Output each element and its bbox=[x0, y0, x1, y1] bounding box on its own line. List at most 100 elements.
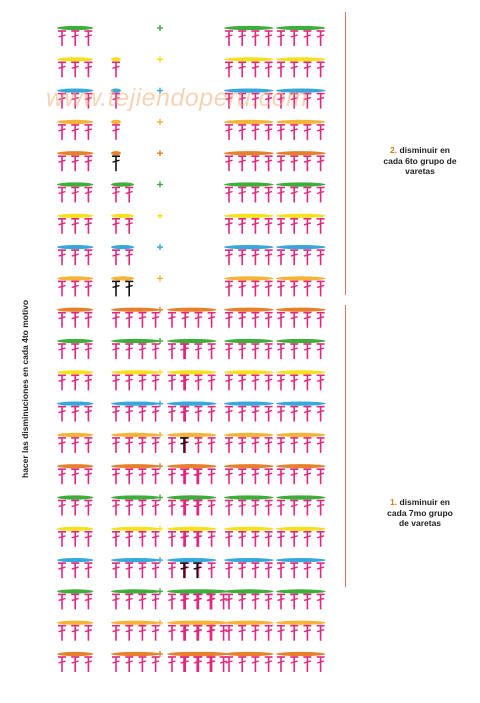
chain-mark bbox=[224, 57, 274, 62]
chain-mark bbox=[111, 307, 161, 312]
double-crochet-stitch bbox=[264, 499, 273, 516]
chain-mark bbox=[56, 276, 94, 281]
double-crochet-stitch bbox=[264, 155, 273, 172]
chain-mark bbox=[224, 307, 274, 312]
double-crochet-stitch bbox=[316, 218, 325, 234]
chain-mark bbox=[224, 589, 274, 594]
double-crochet-stitch bbox=[168, 624, 176, 641]
double-crochet-stitch bbox=[125, 186, 134, 203]
slip-stitch-mark bbox=[157, 651, 163, 657]
decrease-stitch bbox=[125, 280, 134, 297]
chain-mark bbox=[56, 464, 94, 469]
double-crochet-stitch bbox=[71, 437, 80, 453]
double-crochet-stitch bbox=[225, 405, 233, 422]
double-crochet-stitch bbox=[125, 343, 134, 359]
chain-mark bbox=[111, 151, 121, 156]
double-crochet-stitch bbox=[277, 405, 285, 422]
double-crochet-stitch bbox=[71, 468, 80, 485]
double-crochet-stitch bbox=[58, 311, 66, 328]
decrease-stitch bbox=[180, 437, 188, 453]
double-crochet-stitch bbox=[168, 562, 176, 579]
double-crochet-stitch bbox=[303, 249, 312, 266]
slip-stitch-mark bbox=[157, 244, 163, 251]
double-crochet-stitch bbox=[125, 562, 134, 579]
note-decrease-7th: 1. disminuir en cada 7mo grupo de vareta… bbox=[360, 497, 480, 529]
double-crochet-stitch bbox=[251, 656, 260, 672]
double-crochet-stitch bbox=[316, 343, 325, 359]
double-crochet-stitch bbox=[303, 593, 312, 610]
chain-mark bbox=[179, 432, 189, 437]
note-decrease-6th: 2. disminuir en cada 6to grupo de vareta… bbox=[360, 145, 480, 177]
double-crochet-stitch bbox=[225, 155, 233, 172]
double-crochet-stitch bbox=[181, 593, 190, 610]
chain-mark bbox=[224, 213, 274, 218]
double-crochet-stitch bbox=[112, 61, 120, 78]
double-crochet-stitch bbox=[194, 311, 203, 328]
double-crochet-stitch bbox=[207, 656, 216, 672]
double-crochet-stitch bbox=[84, 624, 93, 641]
double-crochet-stitch bbox=[58, 124, 66, 140]
double-crochet-stitch bbox=[84, 311, 93, 328]
decrease-stitch bbox=[193, 562, 202, 579]
double-crochet-stitch bbox=[71, 374, 80, 391]
double-crochet-stitch bbox=[303, 155, 312, 172]
double-crochet-stitch bbox=[290, 468, 299, 485]
double-crochet-stitch bbox=[303, 499, 312, 516]
chain-mark bbox=[111, 401, 161, 406]
double-crochet-stitch bbox=[316, 624, 325, 641]
double-crochet-stitch bbox=[151, 562, 160, 579]
slip-stitch-mark bbox=[157, 150, 163, 157]
chain-mark bbox=[179, 401, 189, 406]
double-crochet-stitch bbox=[84, 186, 93, 203]
double-crochet-stitch bbox=[181, 374, 190, 391]
decrease-stitch bbox=[180, 562, 188, 579]
chain-mark bbox=[276, 25, 326, 31]
chain-mark bbox=[179, 495, 203, 500]
double-crochet-stitch bbox=[225, 499, 233, 516]
double-crochet-stitch bbox=[84, 374, 93, 391]
chain-mark bbox=[276, 88, 326, 93]
double-crochet-stitch bbox=[84, 468, 93, 485]
double-crochet-stitch bbox=[316, 92, 325, 109]
double-crochet-stitch bbox=[71, 499, 80, 516]
double-crochet-stitch bbox=[112, 124, 120, 140]
double-crochet-stitch bbox=[168, 530, 176, 547]
chain-mark bbox=[179, 620, 229, 625]
chain-mark bbox=[111, 213, 135, 218]
double-crochet-stitch bbox=[151, 311, 160, 328]
double-crochet-stitch bbox=[112, 530, 120, 547]
chain-mark bbox=[224, 401, 274, 406]
double-crochet-stitch bbox=[238, 624, 247, 641]
slip-stitch-mark bbox=[157, 431, 163, 438]
double-crochet-stitch bbox=[251, 155, 260, 172]
double-crochet-stitch bbox=[138, 593, 147, 610]
chain-mark bbox=[276, 57, 326, 62]
double-crochet-stitch bbox=[112, 656, 120, 672]
double-crochet-stitch bbox=[225, 530, 233, 547]
double-crochet-stitch bbox=[138, 468, 147, 485]
double-crochet-stitch bbox=[168, 374, 176, 391]
double-crochet-stitch bbox=[151, 405, 160, 422]
chain-mark bbox=[276, 213, 326, 218]
double-crochet-stitch bbox=[290, 61, 299, 78]
chain-mark bbox=[56, 620, 94, 625]
double-crochet-stitch bbox=[206, 593, 215, 610]
double-crochet-stitch bbox=[71, 124, 80, 140]
double-crochet-stitch bbox=[207, 562, 216, 579]
double-crochet-stitch bbox=[58, 468, 66, 485]
double-crochet-stitch bbox=[251, 593, 260, 610]
double-crochet-stitch bbox=[277, 562, 285, 579]
chain-mark bbox=[276, 464, 326, 469]
double-crochet-stitch bbox=[277, 155, 285, 172]
double-crochet-stitch bbox=[225, 92, 233, 109]
double-crochet-stitch bbox=[125, 311, 134, 328]
double-crochet-stitch bbox=[225, 124, 233, 140]
double-crochet-stitch bbox=[290, 405, 299, 422]
double-crochet-stitch bbox=[84, 30, 93, 46]
chain-mark bbox=[224, 464, 274, 469]
double-crochet-stitch bbox=[180, 499, 188, 516]
chain-mark bbox=[224, 338, 274, 344]
slip-stitch-mark bbox=[157, 400, 163, 407]
double-crochet-stitch bbox=[112, 343, 120, 359]
double-crochet-stitch bbox=[290, 374, 299, 391]
